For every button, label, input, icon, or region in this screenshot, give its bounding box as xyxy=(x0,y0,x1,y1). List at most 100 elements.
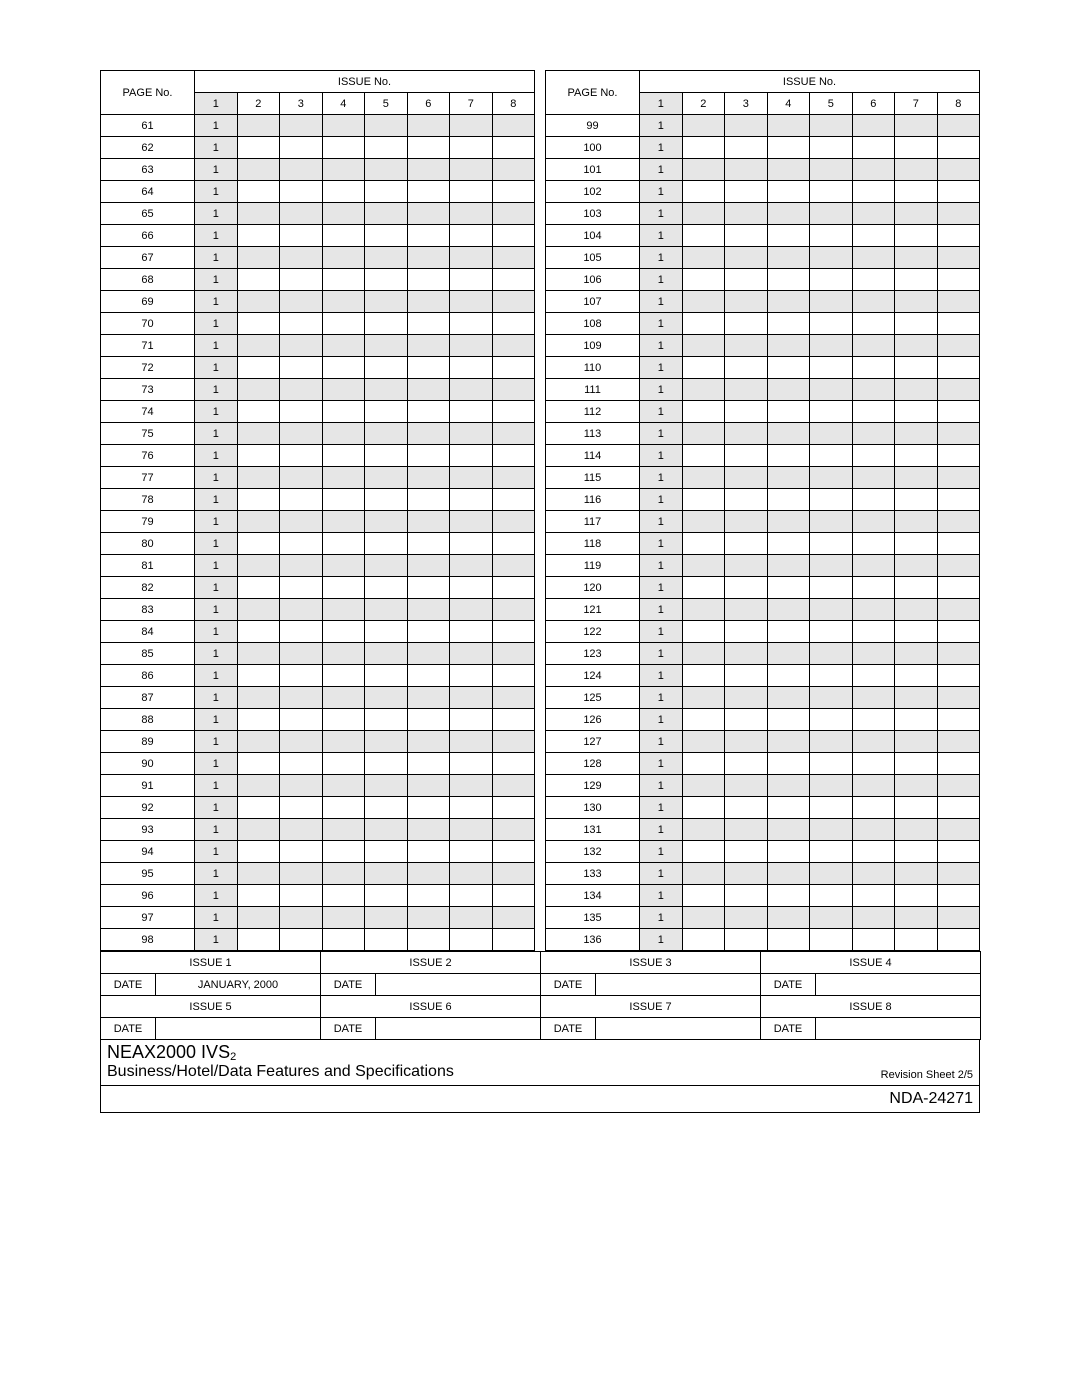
page-number-cell: 112 xyxy=(546,401,640,423)
issue-cell xyxy=(237,885,280,907)
issue-cell xyxy=(492,489,535,511)
issue-cell xyxy=(895,907,938,929)
issue-cell xyxy=(682,687,725,709)
issue-cell xyxy=(407,841,450,863)
issue-cell xyxy=(852,599,895,621)
issue-cell xyxy=(725,203,768,225)
date-value-cell xyxy=(376,1018,541,1040)
issue-cell xyxy=(280,907,323,929)
issue-cell xyxy=(725,907,768,929)
issue-cell xyxy=(895,357,938,379)
issue-cell xyxy=(237,115,280,137)
issue-cell xyxy=(450,797,493,819)
doc-number: NDA-24271 xyxy=(889,1090,973,1107)
issue-cell xyxy=(937,423,980,445)
issue-cell: 1 xyxy=(195,885,238,907)
issue-cell xyxy=(407,225,450,247)
issue-cell xyxy=(407,577,450,599)
issue-cell: 1 xyxy=(640,159,683,181)
issue-cell xyxy=(492,687,535,709)
issue-cell xyxy=(450,203,493,225)
issue-cell xyxy=(852,709,895,731)
issue-cell xyxy=(937,489,980,511)
issue-cell xyxy=(322,137,365,159)
issue-cell xyxy=(237,467,280,489)
page-number-cell: 113 xyxy=(546,423,640,445)
issue-cell xyxy=(407,797,450,819)
issue-cell xyxy=(810,819,853,841)
issue-cell xyxy=(895,841,938,863)
issue-cell xyxy=(810,665,853,687)
issue-cell xyxy=(280,445,323,467)
issue-cell xyxy=(237,357,280,379)
issue-cell xyxy=(237,137,280,159)
issue-label-cell: ISSUE 2 xyxy=(321,952,541,974)
page-number-cell: 86 xyxy=(101,665,195,687)
issue-cell xyxy=(937,687,980,709)
issue-cell xyxy=(895,643,938,665)
issue-cell xyxy=(725,797,768,819)
issue-cell xyxy=(937,291,980,313)
issue-cell xyxy=(852,863,895,885)
issue-cell: 1 xyxy=(195,291,238,313)
issue-cell xyxy=(322,159,365,181)
issue-cell: 1 xyxy=(195,423,238,445)
issue-col-header: 6 xyxy=(852,93,895,115)
issue-cell xyxy=(407,489,450,511)
issue-cell xyxy=(492,445,535,467)
issue-cell: 1 xyxy=(640,731,683,753)
issue-cell: 1 xyxy=(640,203,683,225)
issue-cell xyxy=(280,577,323,599)
issue-label-cell: ISSUE 7 xyxy=(541,996,761,1018)
issue-cell: 1 xyxy=(640,885,683,907)
issue-cell xyxy=(365,621,408,643)
issue-cell xyxy=(895,665,938,687)
page-number-cell: 72 xyxy=(101,357,195,379)
page-number-cell: 71 xyxy=(101,335,195,357)
issue-col-header: 4 xyxy=(767,93,810,115)
page-number-cell: 88 xyxy=(101,709,195,731)
issue-cell xyxy=(725,269,768,291)
issue-cell xyxy=(895,401,938,423)
issue-cell xyxy=(322,687,365,709)
issue-cell xyxy=(852,225,895,247)
issue-cell xyxy=(895,929,938,951)
issue-cell xyxy=(767,225,810,247)
issue-cell xyxy=(895,599,938,621)
page-number-cell: 91 xyxy=(101,775,195,797)
issue-cell xyxy=(810,379,853,401)
issue-cell xyxy=(810,533,853,555)
issue-cell xyxy=(322,599,365,621)
issue-cell xyxy=(450,511,493,533)
issue-cell xyxy=(725,731,768,753)
issue-cell xyxy=(937,643,980,665)
issue-cell: 1 xyxy=(195,115,238,137)
issue-cell: 1 xyxy=(640,709,683,731)
issue-cell xyxy=(937,445,980,467)
issue-cell xyxy=(682,555,725,577)
issue-cell xyxy=(407,863,450,885)
date-value-cell xyxy=(816,974,981,996)
issue-cell xyxy=(682,621,725,643)
issue-cell xyxy=(852,445,895,467)
issue-cell xyxy=(895,335,938,357)
issue-cell xyxy=(280,225,323,247)
page-number-cell: 96 xyxy=(101,885,195,907)
issue-cell xyxy=(237,511,280,533)
issue-cell xyxy=(895,819,938,841)
issue-cell: 1 xyxy=(195,555,238,577)
issue-cell xyxy=(280,797,323,819)
issue-cell xyxy=(492,159,535,181)
issue-cell xyxy=(237,401,280,423)
issue-cell xyxy=(682,753,725,775)
issue-cell: 1 xyxy=(195,621,238,643)
issue-cell xyxy=(767,467,810,489)
issue-cell: 1 xyxy=(195,665,238,687)
issue-cell xyxy=(682,885,725,907)
issue-cell xyxy=(450,775,493,797)
issue-cell xyxy=(725,621,768,643)
issue-cell xyxy=(450,115,493,137)
issue-cell xyxy=(492,423,535,445)
issue-cell xyxy=(322,643,365,665)
date-label-cell: DATE xyxy=(541,1018,596,1040)
